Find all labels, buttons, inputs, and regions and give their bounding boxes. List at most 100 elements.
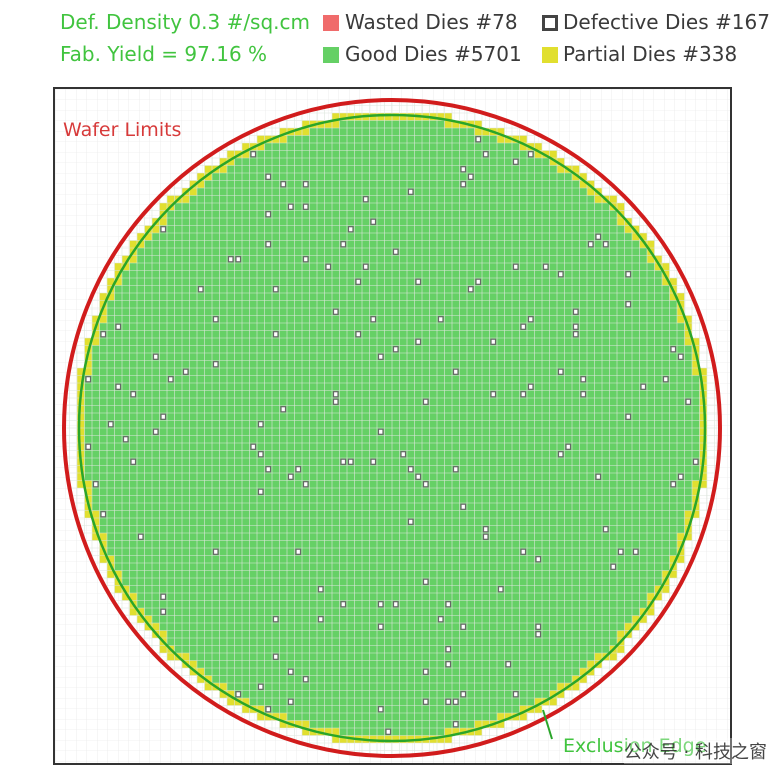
good-die <box>414 248 422 256</box>
good-die <box>459 293 467 301</box>
good-die <box>587 525 595 533</box>
good-die <box>572 443 580 451</box>
good-die <box>519 488 527 496</box>
good-die <box>587 495 595 503</box>
good-die <box>437 578 445 586</box>
good-die <box>369 278 377 286</box>
good-die <box>249 488 257 496</box>
good-die <box>197 188 205 196</box>
good-die <box>189 645 197 653</box>
good-die <box>227 525 235 533</box>
good-die <box>84 420 92 428</box>
good-die <box>309 188 317 196</box>
good-die <box>414 390 422 398</box>
good-die <box>167 630 175 638</box>
good-die <box>354 653 362 661</box>
good-die <box>519 165 527 173</box>
good-die <box>197 473 205 481</box>
good-die <box>542 353 550 361</box>
good-die <box>579 225 587 233</box>
good-die <box>242 255 250 263</box>
good-die <box>354 338 362 346</box>
good-die <box>189 233 197 241</box>
good-die <box>414 420 422 428</box>
good-die <box>429 218 437 226</box>
good-die <box>189 390 197 398</box>
good-die <box>497 473 505 481</box>
good-die <box>234 480 242 488</box>
good-die <box>354 180 362 188</box>
good-die <box>369 345 377 353</box>
good-die <box>354 488 362 496</box>
good-die <box>174 263 182 271</box>
good-die <box>497 705 505 713</box>
good-die <box>227 188 235 196</box>
good-die <box>309 128 317 136</box>
good-die <box>347 270 355 278</box>
good-die <box>429 660 437 668</box>
good-die <box>347 413 355 421</box>
good-die <box>122 368 130 376</box>
good-die <box>542 285 550 293</box>
good-die <box>294 450 302 458</box>
good-die <box>167 233 175 241</box>
good-die <box>257 210 265 218</box>
good-die <box>497 533 505 541</box>
good-die <box>444 218 452 226</box>
good-die <box>339 285 347 293</box>
good-die <box>504 353 512 361</box>
good-die <box>557 615 565 623</box>
good-die <box>189 248 197 256</box>
good-die <box>497 608 505 616</box>
good-die <box>549 585 557 593</box>
good-die <box>384 128 392 136</box>
good-die <box>242 345 250 353</box>
good-die <box>542 563 550 571</box>
good-die <box>512 203 520 211</box>
good-die <box>429 503 437 511</box>
good-die <box>144 413 152 421</box>
good-die <box>204 668 212 676</box>
good-die <box>519 585 527 593</box>
good-die <box>429 623 437 631</box>
good-die <box>204 390 212 398</box>
good-die <box>347 398 355 406</box>
good-die <box>137 255 145 263</box>
good-die <box>302 450 310 458</box>
good-die <box>377 533 385 541</box>
good-die <box>272 248 280 256</box>
good-die <box>227 668 235 676</box>
good-die <box>167 450 175 458</box>
good-die <box>272 495 280 503</box>
good-die <box>204 465 212 473</box>
good-die <box>302 383 310 391</box>
good-die <box>452 353 460 361</box>
good-die <box>354 398 362 406</box>
good-die <box>542 510 550 518</box>
good-die <box>467 480 475 488</box>
partial-die <box>84 360 92 368</box>
good-die <box>332 278 340 286</box>
good-die <box>489 195 497 203</box>
good-die <box>347 300 355 308</box>
partial-die <box>152 225 160 233</box>
good-die <box>549 203 557 211</box>
good-die <box>234 165 242 173</box>
good-die <box>159 450 167 458</box>
good-die <box>444 158 452 166</box>
good-die <box>332 503 340 511</box>
good-die <box>159 263 167 271</box>
good-die <box>542 225 550 233</box>
good-die <box>482 623 490 631</box>
good-die <box>504 488 512 496</box>
good-die <box>482 158 490 166</box>
good-die <box>182 413 190 421</box>
good-die <box>347 233 355 241</box>
good-die <box>384 398 392 406</box>
good-die <box>317 150 325 158</box>
good-die <box>444 278 452 286</box>
good-die <box>182 420 190 428</box>
good-die <box>519 675 527 683</box>
partial-die <box>332 113 340 121</box>
good-die <box>399 443 407 451</box>
